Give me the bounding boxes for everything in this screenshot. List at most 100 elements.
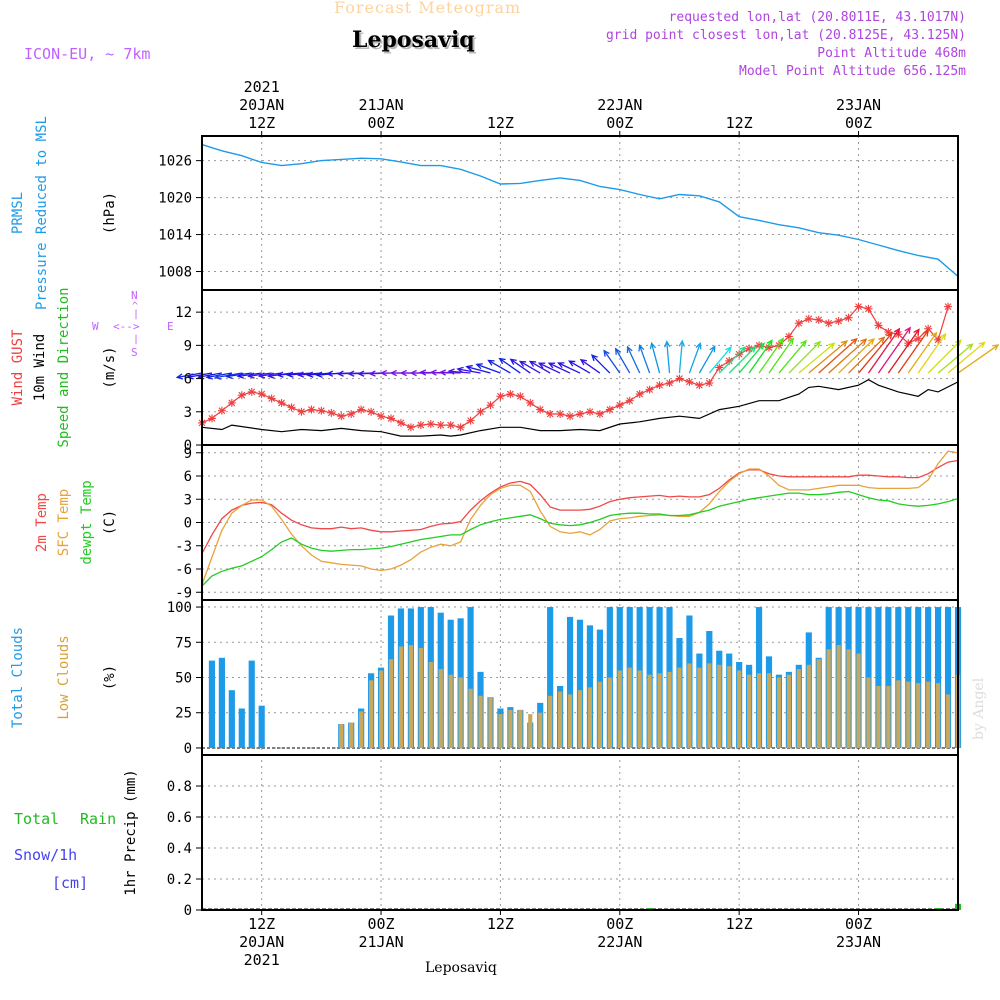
arrow-head bbox=[379, 369, 388, 377]
low-clouds-bar bbox=[707, 663, 712, 748]
gust-marker-d2 bbox=[686, 378, 693, 386]
gust-marker-d2 bbox=[745, 345, 753, 353]
gust-marker bbox=[367, 407, 376, 416]
gust-marker bbox=[207, 414, 216, 423]
arrow-head bbox=[429, 369, 437, 376]
wind-y-tick-label: 9 bbox=[184, 338, 192, 354]
arrow-head bbox=[336, 370, 344, 377]
low-clouds-bar bbox=[548, 695, 553, 748]
grid-layer bbox=[202, 136, 958, 910]
low-clouds-bar bbox=[627, 667, 632, 748]
pressure-axis-unit: (hPa) bbox=[102, 192, 118, 234]
bottom-time-label: 12Z bbox=[248, 915, 275, 933]
arrow-shaft bbox=[738, 343, 765, 374]
clouds-y-tick-label: 0 bbox=[184, 741, 192, 757]
gust-marker-d2 bbox=[735, 350, 743, 358]
top-time-label: 00Z bbox=[845, 114, 872, 132]
wind-y-tick-label: 3 bbox=[184, 405, 192, 421]
arrow-shaft bbox=[947, 341, 985, 374]
bottom-time-label: 2021 bbox=[244, 951, 280, 969]
total-clouds-bar bbox=[238, 708, 245, 748]
bottom-time-label: 00Z bbox=[606, 915, 633, 933]
gust-marker bbox=[625, 396, 634, 405]
wind-direction-arrow bbox=[487, 359, 511, 374]
wind-direction-arrow bbox=[858, 332, 893, 374]
gust-marker bbox=[854, 302, 863, 311]
gust-marker-d2 bbox=[357, 406, 365, 413]
top-time-label: 12Z bbox=[487, 114, 514, 132]
arrow-shaft bbox=[818, 338, 858, 374]
gust-marker bbox=[914, 334, 923, 343]
wind-direction-arrow bbox=[947, 341, 986, 374]
low-clouds-bar bbox=[408, 645, 413, 748]
gust-marker-d2 bbox=[626, 397, 634, 405]
top-time-label: 12Z bbox=[726, 114, 753, 132]
gust-marker-d2 bbox=[646, 386, 654, 394]
gust-marker bbox=[784, 332, 793, 341]
low-clouds-bar bbox=[418, 647, 423, 748]
gust-marker bbox=[217, 406, 226, 415]
low-clouds-bar bbox=[687, 663, 692, 748]
gust-marker bbox=[317, 406, 326, 415]
low-clouds-bar bbox=[717, 664, 722, 748]
total-clouds-bar bbox=[875, 607, 882, 748]
low-clouds-bar bbox=[667, 671, 672, 748]
low-clouds-bar bbox=[607, 677, 612, 748]
low-clouds-bar bbox=[916, 683, 921, 748]
gust-marker bbox=[416, 421, 425, 430]
temperature-axis-unit: (C) bbox=[102, 510, 118, 535]
temp-dewpt-label: dewpt Temp bbox=[79, 480, 95, 564]
gust-marker-d2 bbox=[576, 410, 584, 418]
low-clouds-bar bbox=[776, 677, 782, 748]
arrow-shaft bbox=[798, 342, 835, 374]
gust-marker-d2 bbox=[427, 420, 435, 428]
wind-direction-label: Speed and Direction bbox=[56, 287, 72, 447]
arrow-shaft bbox=[788, 341, 821, 374]
arrow-head bbox=[590, 354, 598, 362]
top-time-label: 00Z bbox=[368, 114, 395, 132]
gust-marker-d2 bbox=[586, 408, 594, 416]
gust-marker-d2 bbox=[546, 410, 554, 418]
total-clouds-bar bbox=[566, 616, 574, 748]
wind-direction-arrow bbox=[937, 343, 974, 374]
gust-marker bbox=[406, 423, 415, 432]
low-clouds-bar bbox=[816, 659, 821, 748]
arrow-head bbox=[438, 369, 447, 376]
gust-marker bbox=[396, 418, 405, 427]
arrow-head bbox=[296, 371, 305, 378]
compass-bar-upper: | bbox=[133, 309, 139, 320]
gust-marker-d2 bbox=[526, 399, 534, 407]
arrow-shaft bbox=[867, 328, 900, 374]
total-clouds-bar bbox=[228, 690, 235, 748]
gust-marker-d2 bbox=[705, 379, 713, 387]
wind-direction-arrow bbox=[788, 340, 822, 374]
low-clouds-bar bbox=[359, 711, 364, 748]
arrow-shaft bbox=[248, 372, 272, 377]
top-time-label: 21JAN bbox=[358, 96, 403, 114]
low-clouds-bar bbox=[896, 680, 901, 748]
low-clouds-bar bbox=[378, 670, 384, 748]
low-clouds-bar bbox=[388, 659, 394, 748]
wind-direction-arrow bbox=[688, 342, 702, 374]
arrow-shaft bbox=[448, 370, 471, 374]
location-title: Leposaviq bbox=[352, 27, 475, 53]
gust-marker bbox=[536, 405, 545, 414]
arrow-shaft bbox=[877, 327, 911, 374]
gust-marker-d2 bbox=[884, 328, 892, 336]
arrow-shaft bbox=[828, 338, 867, 374]
low-clouds-bar bbox=[786, 674, 791, 748]
gust-marker-d2 bbox=[268, 395, 276, 402]
arrow-shaft bbox=[917, 333, 947, 374]
low-clouds-bar bbox=[796, 669, 801, 748]
temperature-y-tick-label: 0 bbox=[184, 516, 192, 532]
pressure-y-tick-label: 1008 bbox=[158, 265, 192, 281]
total-clouds-bar bbox=[925, 607, 932, 748]
gust-marker-d2 bbox=[676, 375, 683, 382]
arrow-head bbox=[418, 369, 427, 376]
wind-direction-arrow bbox=[798, 342, 836, 374]
arrow-head bbox=[939, 332, 947, 341]
arrow-head bbox=[518, 360, 527, 367]
snow-label: Snow/1h bbox=[14, 846, 77, 864]
arrow-head bbox=[399, 369, 407, 377]
